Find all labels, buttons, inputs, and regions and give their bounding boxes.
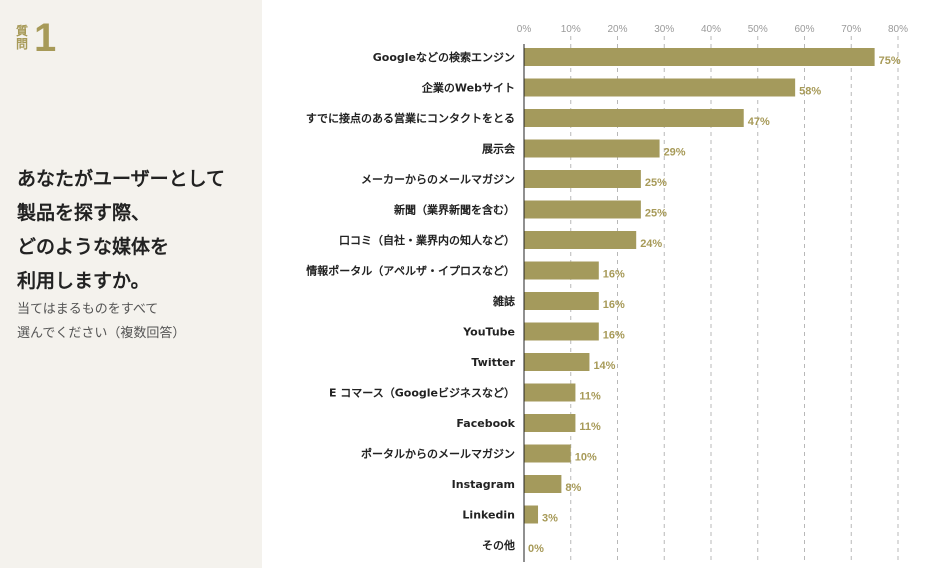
- category-label: すでに接点のある営業にコンタクトをとる: [306, 111, 515, 125]
- category-label: Linkedin: [462, 509, 515, 522]
- x-tick-label: 50%: [748, 24, 768, 35]
- category-label: Instagram: [452, 478, 515, 491]
- category-label: ポータルからのメールマガジン: [361, 447, 515, 461]
- question-label: 質問: [16, 24, 29, 51]
- category-label: 展示会: [481, 142, 516, 156]
- data-label: 10%: [575, 452, 597, 464]
- category-label: 企業のWebサイト: [421, 81, 515, 95]
- data-label: 11%: [579, 391, 601, 403]
- bar: [524, 292, 599, 310]
- category-label: 情報ポータル（アペルザ・イプロスなど）: [306, 264, 515, 278]
- category-label: Facebook: [456, 417, 515, 430]
- data-label: 11%: [579, 421, 601, 433]
- question-badge: 質問 1: [16, 18, 56, 58]
- x-tick-label: 30%: [654, 24, 674, 35]
- bar: [524, 78, 796, 97]
- data-label: 8%: [565, 482, 581, 494]
- x-tick-label: 40%: [701, 24, 721, 35]
- category-label: E コマース（Googleビジネスなど）: [329, 386, 515, 400]
- bar: [524, 139, 660, 158]
- category-label: Googleなどの検索エンジン: [373, 50, 515, 64]
- question-title: あなたがユーザーとして 製品を探す際、 どのような媒体を 利用しますか。: [17, 168, 226, 292]
- data-label: 25%: [645, 208, 667, 220]
- bar: [524, 109, 744, 127]
- bar: [524, 353, 590, 371]
- data-label: 24%: [640, 238, 662, 250]
- bar-chart-svg: 0% 10% 20% 30% 40% 50% 60% 70% 80% Googleなどの検索エンジ…: [306, 24, 908, 562]
- category-label: その他: [482, 538, 515, 552]
- category-label: 口コミ（自社・業界内の知人など）: [339, 233, 515, 247]
- data-label: 25%: [645, 177, 667, 189]
- data-label: 16%: [603, 269, 625, 281]
- question-number: 1: [34, 16, 57, 60]
- data-label: 16%: [603, 330, 625, 342]
- bar: [524, 414, 576, 432]
- x-tick-label: 10%: [561, 24, 581, 35]
- bar: [524, 48, 875, 66]
- data-label: 47%: [748, 116, 770, 128]
- x-tick-label: 80%: [888, 24, 908, 35]
- question-instruction: 当てはまるものをすべて 選んでください（複数回答）: [17, 302, 186, 341]
- data-label: 58%: [799, 86, 821, 98]
- x-tick-label: 0%: [517, 24, 532, 35]
- category-label: Twitter: [471, 356, 515, 369]
- bar-chart: 0% 10% 20% 30% 40% 50% 60% 70% 80% Googleなどの検索エンジ…: [262, 0, 928, 568]
- data-label: 14%: [593, 360, 615, 372]
- data-label: 75%: [879, 55, 901, 67]
- question-panel: 質問 1 あなたがユーザーとして 製品を探す際、 どのような媒体を 利用しますか…: [0, 0, 262, 568]
- bar: [524, 383, 576, 402]
- bar: [524, 475, 562, 493]
- bar: [524, 200, 641, 219]
- category-label: YouTube: [462, 326, 515, 339]
- x-tick-label: 60%: [794, 24, 814, 35]
- data-label: 3%: [542, 513, 558, 525]
- data-label: 0%: [528, 543, 544, 555]
- bar: [524, 322, 599, 341]
- x-tick-label: 20%: [607, 24, 627, 35]
- category-label: 新聞（業界新聞を含む）: [394, 203, 515, 217]
- bar: [524, 231, 637, 249]
- category-label: 雑誌: [492, 294, 515, 308]
- x-tick-label: 70%: [841, 24, 861, 35]
- bar: [524, 444, 571, 463]
- bar: [524, 505, 539, 524]
- data-label: 29%: [664, 147, 686, 159]
- data-label: 16%: [603, 299, 625, 311]
- bar: [524, 261, 599, 280]
- category-label: メーカーからのメールマガジン: [361, 172, 515, 186]
- bar: [524, 170, 641, 188]
